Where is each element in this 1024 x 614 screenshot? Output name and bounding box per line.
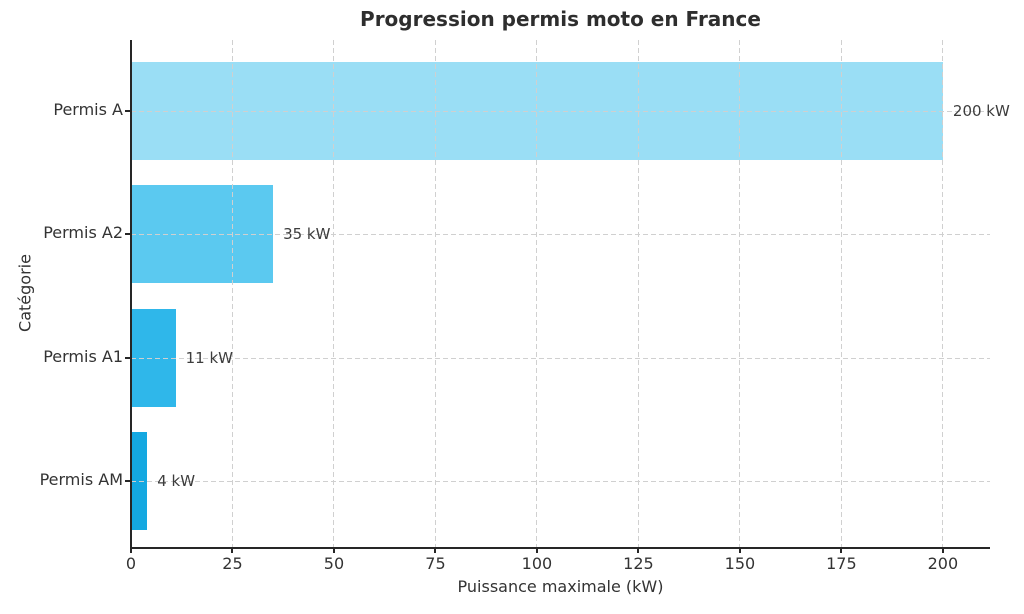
y-tick-label: Permis AM (39, 469, 123, 489)
x-tick-label: 200 (927, 554, 959, 573)
x-tick-label: 125 (623, 554, 654, 573)
bar-value-label: 11 kW (185, 348, 234, 367)
x-tick-label: 25 (222, 554, 243, 573)
x-tick-label: 0 (125, 554, 137, 573)
gridline-vertical (231, 40, 233, 547)
gridline-vertical (942, 40, 944, 547)
y-tick (125, 233, 131, 236)
y-tick-label: Permis A2 (43, 223, 123, 243)
gridline-horizontal (131, 234, 990, 236)
y-tick (125, 356, 131, 359)
bar-value-label: 200 kW (952, 102, 1010, 120)
y-tick-label: Permis A (53, 100, 123, 119)
x-axis-title: Puissance maximale (kW) (457, 577, 664, 596)
x-tick (535, 547, 538, 553)
gridline-vertical (434, 40, 436, 547)
y-tick (125, 479, 131, 482)
chart-title: Progression permis moto en France (360, 7, 761, 31)
x-tick (130, 547, 132, 553)
x-tick (637, 547, 640, 553)
x-tick (434, 547, 437, 553)
gridline-vertical (739, 40, 741, 547)
x-tick-label: 175 (826, 554, 857, 573)
x-tick-label: 150 (724, 554, 756, 573)
y-tick (125, 110, 131, 112)
x-tick (231, 547, 234, 553)
gridline-horizontal (131, 480, 990, 482)
x-tick (332, 547, 335, 553)
bar-value-label: 4 kW (157, 471, 196, 490)
x-tick (941, 547, 944, 553)
gridline-vertical (536, 40, 538, 547)
gridline-horizontal (131, 111, 990, 112)
gridline-vertical (637, 40, 639, 547)
x-tick (840, 547, 843, 553)
x-axis-spine (130, 547, 990, 549)
x-tick-label: 50 (323, 554, 345, 573)
bar-value-label: 35 kW (283, 225, 331, 244)
gridline-vertical (333, 40, 335, 547)
y-tick-label: Permis A1 (43, 346, 123, 366)
x-tick-label: 75 (425, 554, 446, 573)
x-tick-label: 100 (521, 554, 553, 573)
x-tick (738, 547, 741, 553)
gridline-vertical (840, 40, 842, 547)
gridline-horizontal (131, 357, 990, 359)
y-axis-spine (130, 40, 132, 549)
